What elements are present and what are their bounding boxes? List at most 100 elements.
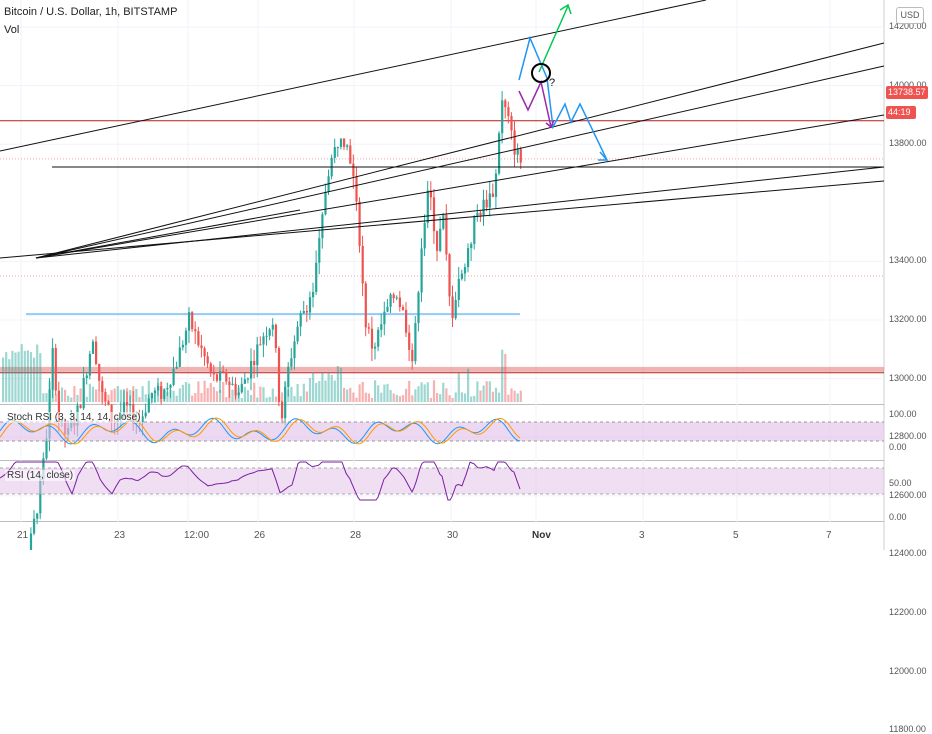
volume-bar <box>144 394 147 402</box>
candle-body <box>271 324 274 330</box>
rsi-axis-0: 0.00 <box>889 512 907 522</box>
volume-bar <box>98 389 101 402</box>
candle-body <box>101 380 104 392</box>
blue-arrow-head <box>598 151 609 161</box>
volume-label[interactable]: Vol <box>4 24 20 36</box>
volume-bar <box>429 397 432 402</box>
candle-body <box>519 148 522 163</box>
blue-projection-path <box>518 35 608 161</box>
volume-bar <box>29 352 33 402</box>
volume-bar <box>349 387 352 402</box>
rsi-band <box>0 468 884 494</box>
time-axis-label: 30 <box>447 530 459 541</box>
candle-body <box>361 245 364 284</box>
candle-body <box>225 372 228 382</box>
candle-body <box>259 344 262 346</box>
volume-bar <box>113 388 116 402</box>
volume-bar <box>479 390 482 402</box>
volume-bar <box>76 394 79 402</box>
price-axis-label: 13800.00 <box>889 138 927 149</box>
volume-bar <box>23 350 26 402</box>
volume-bar <box>392 393 395 402</box>
candle-body <box>144 412 147 417</box>
projection-paths[interactable] <box>518 3 609 161</box>
chart-canvas[interactable]: ? <box>0 0 932 550</box>
volume-bar <box>116 386 119 402</box>
volume-bar <box>426 382 429 402</box>
price-axis-label: 12600.00 <box>889 489 927 500</box>
candle-body <box>54 348 57 391</box>
candle-body <box>389 294 392 307</box>
volume-bar <box>423 384 426 402</box>
candle-body <box>442 214 445 229</box>
price-axis-label: 11800.00 <box>889 724 926 734</box>
volume-bar <box>240 397 243 402</box>
candle-body <box>352 163 355 177</box>
time-axis-label: 3 <box>639 530 645 541</box>
candle-body <box>302 310 305 314</box>
candle-body <box>414 323 417 362</box>
candle-body <box>405 309 408 333</box>
stoch-rsi-label[interactable]: Stoch RSI (3, 3, 14, 14, close) <box>5 412 143 423</box>
volume-bar <box>364 392 367 402</box>
question-circle-marker[interactable] <box>531 63 551 83</box>
currency-button[interactable]: USD <box>896 7 924 24</box>
volume-bar <box>361 381 364 402</box>
candle-body <box>287 366 290 387</box>
volume-bar <box>315 382 318 402</box>
candle-body <box>457 278 460 300</box>
volume-bar <box>507 394 510 402</box>
candle-body <box>395 297 398 299</box>
candle-body <box>51 348 54 390</box>
candle-body <box>194 329 197 332</box>
symbol-title[interactable]: Bitcoin / U.S. Dollar, 1h, BITSTAMP <box>4 6 178 18</box>
volume-bar <box>274 396 277 402</box>
candle-body <box>315 262 318 292</box>
candle-body <box>349 145 352 164</box>
volume-bar <box>491 391 494 402</box>
volume-bar <box>225 397 228 402</box>
candle-body <box>501 100 504 134</box>
candle-body <box>485 199 488 208</box>
candle-body <box>209 363 212 372</box>
volume-bar <box>256 397 259 402</box>
volume-bar <box>178 388 181 402</box>
volume-bar <box>107 394 110 402</box>
candle-body <box>153 390 157 393</box>
volume-bar <box>181 384 184 402</box>
volume-bar <box>408 380 411 402</box>
trend-line <box>0 0 707 152</box>
volume-bar <box>54 394 57 402</box>
volume-bar <box>442 382 445 402</box>
volume-bar <box>67 395 70 402</box>
stoch-rsi-pane <box>0 417 884 445</box>
question-mark-annotation[interactable]: ? <box>549 77 555 89</box>
candle-body <box>494 173 498 197</box>
candle-body <box>147 398 150 413</box>
volume-bar <box>482 385 485 402</box>
green-projection-arrow <box>538 5 569 73</box>
stoch-d-line <box>0 417 521 445</box>
volume-bar <box>60 387 64 402</box>
volume-bar <box>463 393 467 402</box>
candle-body <box>29 533 33 550</box>
volume-bar <box>91 386 95 402</box>
volume-bar <box>17 351 20 402</box>
trend-line <box>35 114 885 259</box>
horizontal-levels[interactable] <box>0 120 884 550</box>
volume-bar <box>88 383 91 402</box>
green-arrow-head <box>559 3 572 15</box>
volume-bar <box>367 393 370 402</box>
price-axis-label: 14200.00 <box>889 21 927 31</box>
volume-bar <box>460 392 463 402</box>
volume-bar <box>445 388 448 402</box>
time-axis-label: 23 <box>114 530 126 541</box>
volume-bar <box>513 390 516 402</box>
candle-body <box>510 116 513 131</box>
rsi-label[interactable]: RSI (14, close) <box>5 470 76 481</box>
volume-bar <box>290 386 293 402</box>
price-axis-label: 12000.00 <box>889 665 927 676</box>
volume-bar <box>26 350 29 402</box>
volume-bar <box>73 386 76 402</box>
trend-lines[interactable] <box>0 0 885 259</box>
